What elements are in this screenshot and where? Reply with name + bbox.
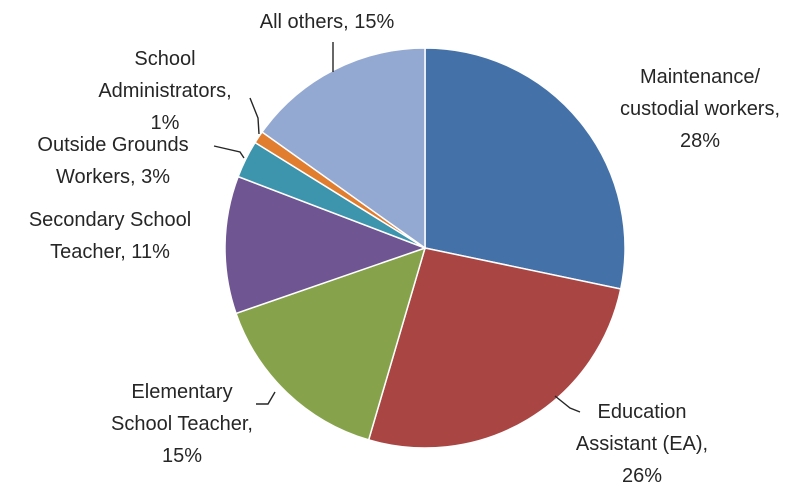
data-label-line: School Teacher, xyxy=(111,413,253,435)
slice-labels: Maintenance/custodial workers, 28% Educati… xyxy=(29,11,780,487)
data-label: Maintenance/custodial workers, 28% xyxy=(620,66,780,152)
pie-slice-elementary-school-teacher xyxy=(235,246,427,441)
data-label: Secondary School Teacher, 11% xyxy=(29,209,191,263)
data-label: Outside Grounds Workers, 3% xyxy=(37,134,188,188)
data-label-line: Maintenance/ xyxy=(640,66,761,88)
data-label-line: 15% xyxy=(162,445,202,467)
pie-slice-maintenance-custodial-workers xyxy=(424,47,626,290)
data-label-line: Workers, 3% xyxy=(56,166,170,188)
data-label: School Administrators, 1% xyxy=(98,48,231,134)
pie-slices xyxy=(224,47,626,449)
pie-slice-education-assistant-ea xyxy=(367,247,622,449)
data-label-line: Education xyxy=(598,401,687,423)
pie-slice-secondary-school-teacher xyxy=(224,175,428,315)
data-label-line: custodial workers, xyxy=(620,98,780,120)
leader-line xyxy=(213,145,245,159)
data-label-line: 28% xyxy=(680,130,720,152)
leader-line xyxy=(256,391,276,405)
data-label-line: 26% xyxy=(622,465,662,487)
leader-line xyxy=(554,395,581,413)
data-label-line: Secondary School xyxy=(29,209,191,231)
data-label-line: Teacher, 11% xyxy=(50,241,170,263)
data-label-line: 1% xyxy=(151,112,180,134)
data-label-line: Assistant (EA), xyxy=(576,433,708,455)
data-label: Elementary School Teacher, 15% xyxy=(111,381,253,467)
data-label: All others, 15% xyxy=(260,11,395,33)
data-label-line: Administrators, xyxy=(98,80,231,102)
data-label-line: Elementary xyxy=(131,381,232,403)
data-label-line: School xyxy=(134,48,195,70)
data-label-line: Outside Grounds xyxy=(37,134,188,156)
data-label-line: All others, 15% xyxy=(260,11,395,33)
leader-lines xyxy=(213,42,581,413)
leader-line xyxy=(249,97,260,135)
data-label: Education Assistant (EA), 26% xyxy=(576,401,708,487)
